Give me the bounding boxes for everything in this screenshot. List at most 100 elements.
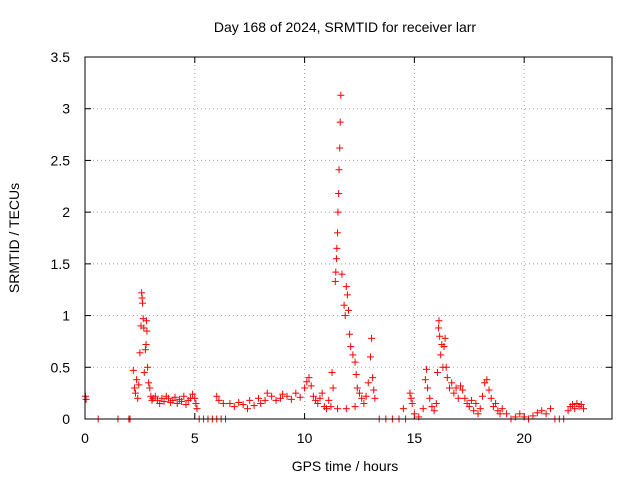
- data-point-marker: [421, 376, 429, 384]
- data-point-marker: [364, 379, 372, 387]
- x-tick-label: 20: [516, 430, 532, 446]
- data-point-marker: [435, 317, 443, 325]
- data-point-marker: [215, 396, 223, 404]
- data-point-marker: [362, 392, 370, 400]
- data-point-marker: [529, 412, 537, 420]
- data-point-marker: [437, 351, 445, 359]
- data-point-marker: [334, 229, 342, 237]
- data-point-marker: [547, 405, 555, 413]
- data-point-marker: [325, 396, 333, 404]
- data-point-marker: [353, 384, 361, 392]
- data-point-marker: [328, 368, 336, 376]
- data-point-marker: [503, 410, 511, 418]
- x-tick-label: 5: [191, 430, 199, 446]
- data-point-marker: [239, 401, 247, 409]
- data-point-marker: [345, 306, 352, 314]
- data-point-marker: [355, 389, 363, 397]
- data-point-marker: [336, 118, 344, 126]
- chart-title: Day 168 of 2024, SRMTID for receiver lar…: [214, 19, 477, 35]
- data-point-marker: [571, 405, 579, 413]
- data-point-marker: [164, 394, 172, 402]
- data-point-marker: [261, 396, 269, 404]
- data-point-marker: [140, 324, 148, 332]
- data-point-marker: [180, 392, 188, 400]
- data-point-marker: [422, 365, 430, 373]
- data-point-marker: [337, 91, 345, 99]
- data-point-marker: [442, 363, 450, 371]
- data-point-marker: [191, 394, 199, 402]
- data-point-marker: [309, 392, 317, 400]
- data-point-marker: [305, 374, 313, 382]
- data-point-marker: [410, 410, 418, 418]
- data-point-marker: [542, 410, 550, 418]
- data-point-marker: [334, 208, 342, 216]
- data-point-marker: [341, 312, 349, 320]
- data-point-marker: [243, 405, 251, 413]
- x-axis-ticks: 0 5 10 15 20: [81, 57, 532, 446]
- data-point-marker: [334, 405, 342, 413]
- data-point-marker: [533, 409, 541, 417]
- data-point-marker: [352, 371, 360, 379]
- data-point-marker: [448, 379, 456, 387]
- data-point-marker: [301, 384, 309, 392]
- data-point-marker: [146, 384, 154, 392]
- data-point-marker: [213, 392, 221, 400]
- data-point-marker: [465, 403, 473, 411]
- data-point-marker: [189, 390, 197, 398]
- data-point-marker: [443, 374, 451, 382]
- data-point-marker: [456, 382, 464, 390]
- data-point-marker: [283, 392, 291, 400]
- data-point-marker: [399, 405, 407, 413]
- data-point-marker: [351, 403, 359, 411]
- data-point-marker: [314, 399, 322, 407]
- data-point-marker: [579, 405, 587, 413]
- data-point-marker: [318, 389, 326, 397]
- data-point-marker: [193, 405, 201, 413]
- data-point-marker: [426, 394, 434, 402]
- data-point-marker: [516, 410, 524, 418]
- data-point-marker: [307, 382, 315, 390]
- data-point-marker: [178, 397, 186, 405]
- data-point-marker: [452, 384, 460, 392]
- data-point-marker: [568, 401, 576, 409]
- data-point-marker: [454, 394, 462, 402]
- data-point-marker: [316, 394, 324, 402]
- data-point-marker: [226, 399, 234, 407]
- data-point-marker: [346, 330, 354, 338]
- data-point-marker: [496, 410, 504, 418]
- data-point-marker: [182, 401, 190, 409]
- data-point-marker: [342, 405, 350, 413]
- data-point-marker: [432, 399, 440, 407]
- data-point-marker: [368, 334, 376, 342]
- data-point-marker: [441, 334, 449, 342]
- data-point-marker: [406, 389, 414, 397]
- data-point-marker: [129, 366, 137, 374]
- x-axis-label: GPS time / hours: [292, 458, 399, 474]
- plot-frame: [84, 56, 613, 420]
- data-point-marker: [371, 394, 379, 402]
- data-point-marker: [492, 399, 500, 407]
- data-point-marker: [272, 396, 280, 404]
- data-point-marker: [474, 410, 482, 418]
- data-point-marker: [323, 405, 331, 413]
- data-point-marker: [287, 395, 295, 403]
- data-point-marker: [487, 394, 495, 402]
- data-point-marker: [564, 407, 572, 415]
- grid-lines: [85, 57, 612, 419]
- y-tick-label: 2: [62, 204, 70, 220]
- data-point-marker: [173, 399, 181, 407]
- data-point-marker: [338, 270, 346, 278]
- data-point-marker: [446, 384, 454, 392]
- data-point-marker: [485, 386, 493, 394]
- data-point-marker: [483, 376, 491, 384]
- data-point-marker: [171, 393, 179, 401]
- y-tick-label: 3.5: [51, 49, 71, 65]
- data-point-marker: [327, 403, 335, 411]
- data-point-marker: [268, 392, 276, 400]
- data-point-marker: [151, 392, 159, 400]
- data-point-marker: [329, 384, 337, 392]
- data-point-marker: [360, 399, 368, 407]
- data-point-marker: [407, 394, 415, 402]
- data-point-marker: [370, 386, 378, 394]
- data-point-marker: [436, 332, 444, 340]
